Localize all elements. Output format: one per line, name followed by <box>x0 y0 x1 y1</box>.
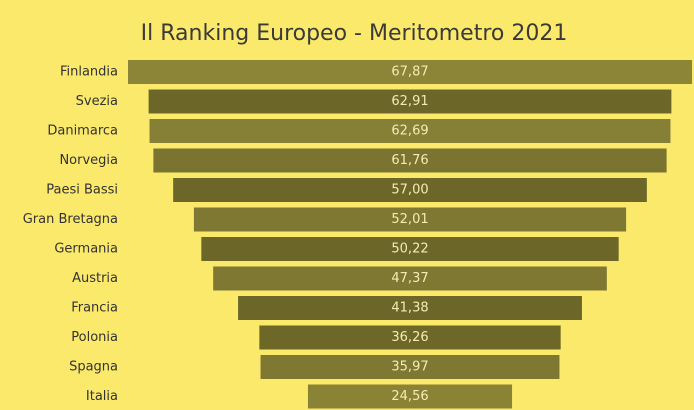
value-label: 47,37 <box>391 271 428 286</box>
bar <box>307 384 513 409</box>
bar <box>201 237 619 261</box>
value-label: 57,00 <box>391 183 428 198</box>
bar <box>153 148 667 173</box>
category-label: Germania <box>54 242 118 257</box>
value-label: 36,26 <box>391 330 428 345</box>
category-label: Austria <box>72 271 118 286</box>
bar <box>260 355 560 379</box>
value-label: 61,76 <box>391 153 428 168</box>
bar <box>238 296 582 320</box>
value-label: 35,97 <box>391 360 428 375</box>
category-label: Paesi Bassi <box>46 183 118 198</box>
value-label: 52,01 <box>391 212 428 227</box>
category-label: Finlandia <box>60 65 118 80</box>
value-label: 24,56 <box>391 389 428 404</box>
bar <box>193 207 627 232</box>
category-label: Italia <box>86 389 118 404</box>
category-label: Francia <box>71 301 118 316</box>
value-label: 50,22 <box>391 242 428 257</box>
bar <box>149 119 671 143</box>
bar <box>148 89 672 114</box>
category-label: Polonia <box>71 330 118 345</box>
bar <box>213 266 607 291</box>
bar <box>259 325 561 350</box>
category-label: Gran Bretagna <box>23 212 118 227</box>
bar <box>173 178 647 202</box>
category-label: Svezia <box>76 94 118 109</box>
category-label: Norvegia <box>59 153 118 168</box>
value-label: 41,38 <box>391 301 428 316</box>
bar <box>128 60 692 84</box>
value-label: 62,91 <box>391 94 428 109</box>
chart-title: Il Ranking Europeo - Meritometro 2021 <box>141 21 568 46</box>
value-label: 62,69 <box>391 124 428 139</box>
value-label: 67,87 <box>391 65 428 80</box>
category-label: Danimarca <box>47 124 118 139</box>
category-label: Spagna <box>69 360 118 375</box>
